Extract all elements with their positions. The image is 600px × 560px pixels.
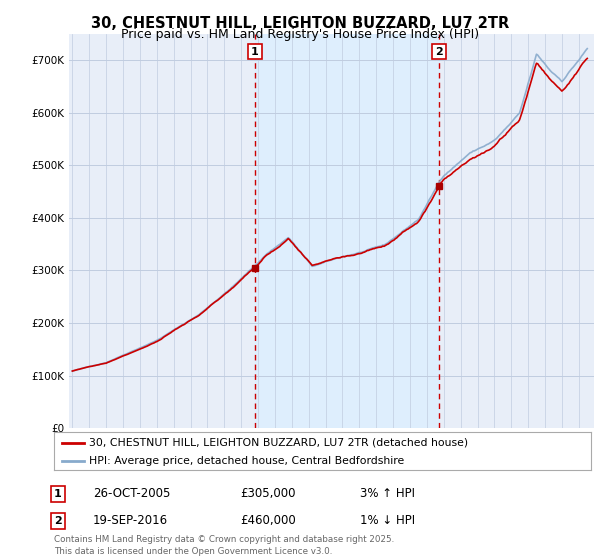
Text: 19-SEP-2016: 19-SEP-2016 — [93, 514, 168, 528]
Text: HPI: Average price, detached house, Central Bedfordshire: HPI: Average price, detached house, Cent… — [89, 456, 404, 466]
Text: £305,000: £305,000 — [240, 487, 296, 501]
Text: 1: 1 — [251, 46, 259, 57]
Text: 2: 2 — [435, 46, 443, 57]
Text: 30, CHESTNUT HILL, LEIGHTON BUZZARD, LU7 2TR (detached house): 30, CHESTNUT HILL, LEIGHTON BUZZARD, LU7… — [89, 438, 468, 448]
Text: 1: 1 — [54, 489, 62, 499]
Text: £460,000: £460,000 — [240, 514, 296, 528]
Text: 1% ↓ HPI: 1% ↓ HPI — [360, 514, 415, 528]
Text: Price paid vs. HM Land Registry's House Price Index (HPI): Price paid vs. HM Land Registry's House … — [121, 28, 479, 41]
Text: 30, CHESTNUT HILL, LEIGHTON BUZZARD, LU7 2TR: 30, CHESTNUT HILL, LEIGHTON BUZZARD, LU7… — [91, 16, 509, 31]
Text: 26-OCT-2005: 26-OCT-2005 — [93, 487, 170, 501]
Bar — [255, 34, 439, 428]
Text: 3% ↑ HPI: 3% ↑ HPI — [360, 487, 415, 501]
Text: Contains HM Land Registry data © Crown copyright and database right 2025.
This d: Contains HM Land Registry data © Crown c… — [54, 535, 394, 556]
Text: 2: 2 — [54, 516, 62, 526]
